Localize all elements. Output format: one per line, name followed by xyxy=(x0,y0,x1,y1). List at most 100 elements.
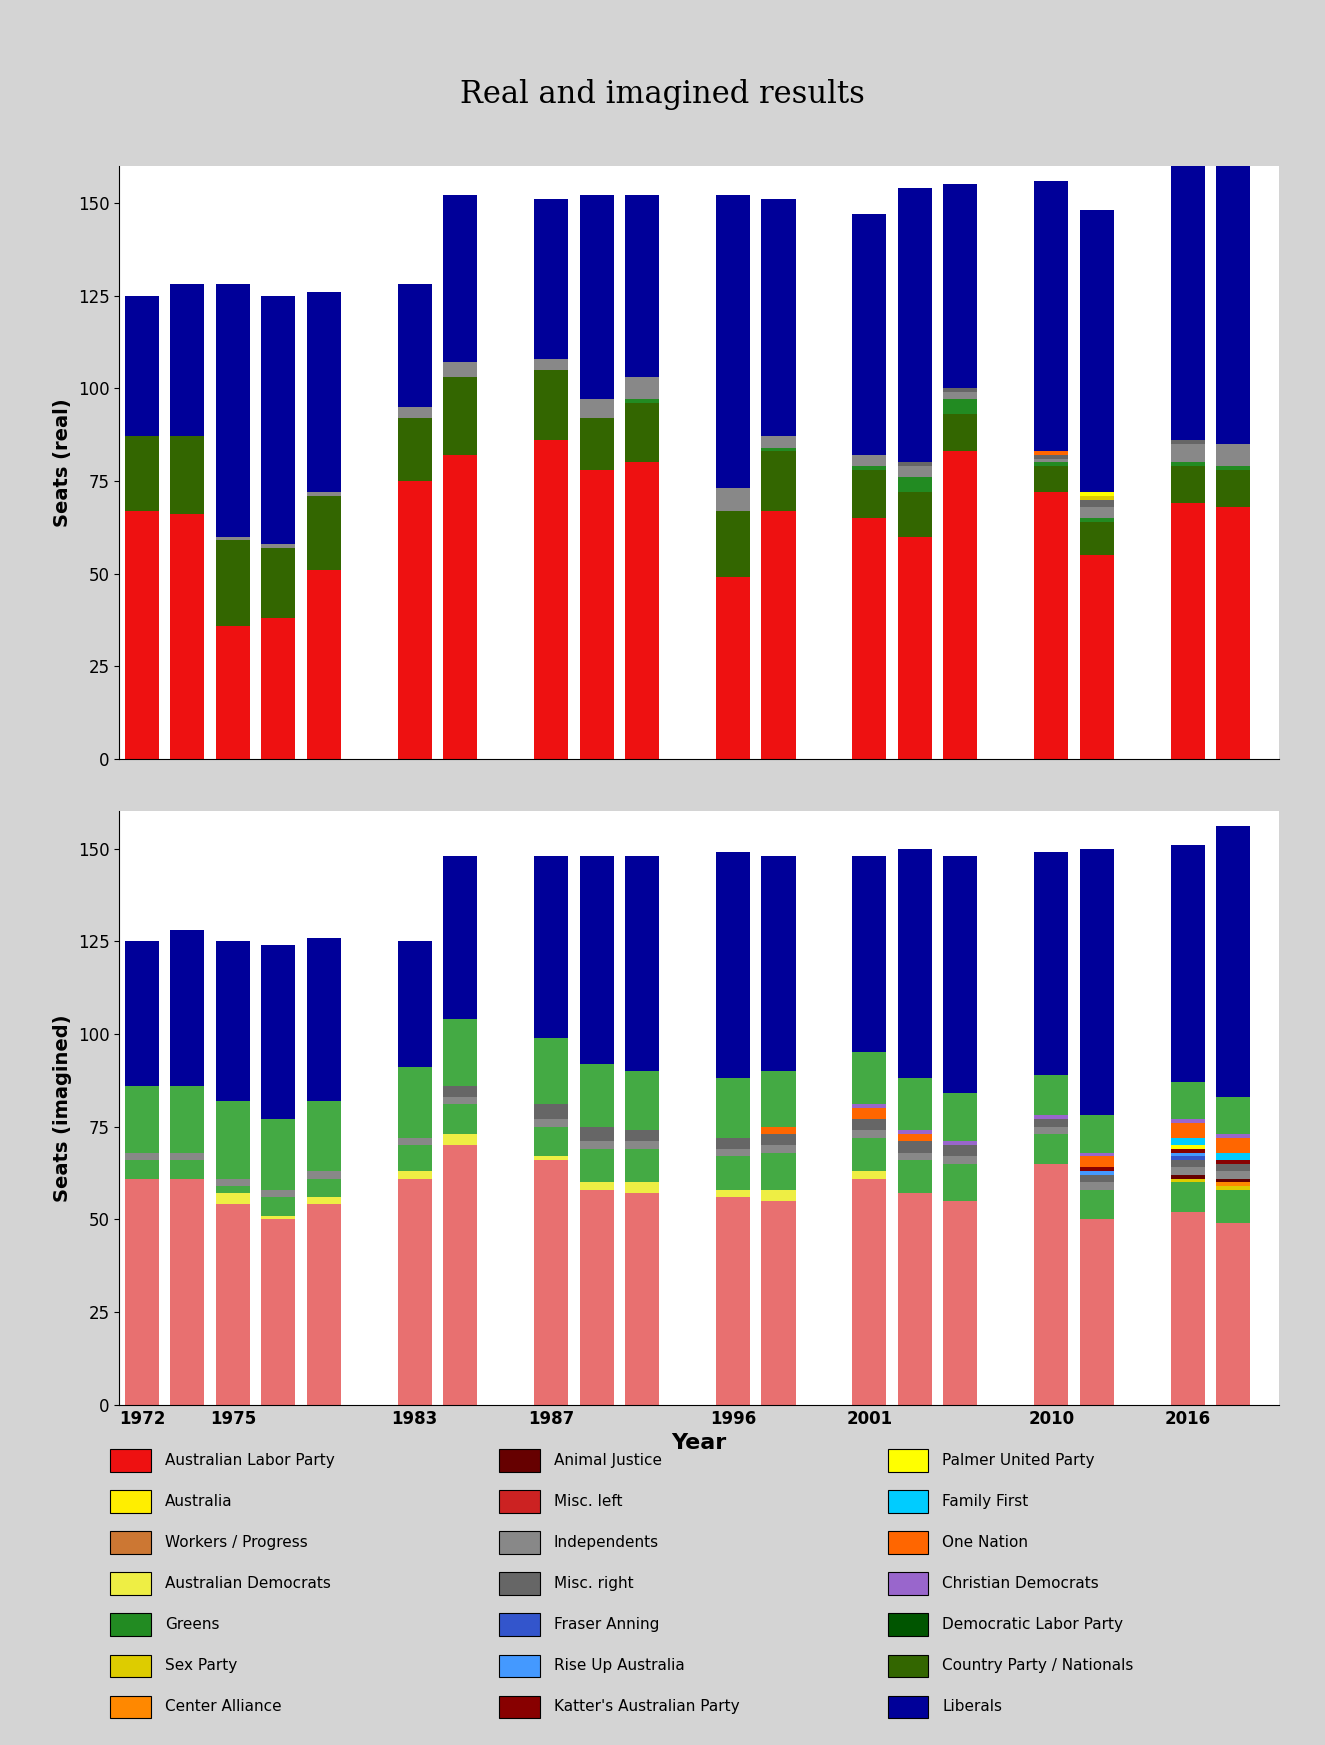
Bar xyxy=(762,1153,795,1190)
Bar xyxy=(500,1448,539,1471)
Bar xyxy=(534,359,568,370)
Bar xyxy=(888,1614,929,1637)
Bar xyxy=(1216,506,1251,759)
Bar xyxy=(500,1654,539,1677)
Bar xyxy=(943,393,978,400)
Bar xyxy=(625,400,659,403)
Bar xyxy=(500,1614,539,1637)
Y-axis label: Seats (real): Seats (real) xyxy=(53,398,73,527)
Bar xyxy=(888,1530,929,1553)
Bar xyxy=(898,1131,931,1134)
Bar xyxy=(1080,506,1114,518)
Bar xyxy=(888,1654,929,1677)
Bar xyxy=(1035,492,1068,759)
Bar xyxy=(1171,1178,1204,1183)
Bar xyxy=(443,1145,477,1405)
Bar xyxy=(307,492,341,496)
Bar xyxy=(1080,496,1114,499)
Bar xyxy=(216,537,250,541)
Bar xyxy=(443,195,477,363)
Bar xyxy=(1035,852,1068,1075)
Bar xyxy=(443,455,477,759)
Bar xyxy=(110,1572,151,1595)
Bar xyxy=(1171,845,1204,1082)
Bar xyxy=(1035,1164,1068,1405)
Bar xyxy=(943,400,978,414)
Bar xyxy=(216,626,250,759)
Bar xyxy=(1035,452,1068,455)
Bar xyxy=(1216,1223,1251,1405)
Bar xyxy=(1080,518,1114,522)
Bar xyxy=(1216,827,1251,1098)
Bar xyxy=(534,199,568,359)
Bar xyxy=(852,1105,886,1108)
Bar xyxy=(579,1127,613,1141)
Bar xyxy=(1080,1167,1114,1171)
Bar xyxy=(1216,1183,1251,1187)
Bar xyxy=(898,492,931,537)
Text: Palmer United Party: Palmer United Party xyxy=(942,1452,1094,1468)
Bar xyxy=(716,852,750,1078)
Bar xyxy=(579,1141,613,1148)
Bar xyxy=(216,1178,250,1187)
Bar xyxy=(1080,1190,1114,1220)
Bar xyxy=(943,1157,978,1164)
Bar xyxy=(1216,1153,1251,1160)
Bar xyxy=(110,1696,151,1719)
Bar xyxy=(1171,1145,1204,1148)
Bar xyxy=(307,1204,341,1405)
Bar xyxy=(307,496,341,571)
Bar xyxy=(943,387,978,393)
Bar xyxy=(898,1134,931,1141)
Bar xyxy=(888,1490,929,1513)
Bar xyxy=(625,1194,659,1405)
Bar xyxy=(888,1572,929,1595)
Bar xyxy=(762,1071,795,1127)
Bar xyxy=(1171,1153,1204,1157)
Bar xyxy=(762,1134,795,1145)
Bar xyxy=(1216,1138,1251,1153)
Bar xyxy=(534,1119,568,1127)
Bar xyxy=(1035,462,1068,466)
Text: Real and imagined results: Real and imagined results xyxy=(460,79,865,110)
Bar xyxy=(625,1071,659,1131)
Bar xyxy=(1080,522,1114,555)
Bar xyxy=(125,941,159,1085)
Bar xyxy=(307,571,341,759)
Bar xyxy=(125,1178,159,1405)
Bar xyxy=(1216,1178,1251,1183)
Bar xyxy=(762,857,795,1071)
Bar xyxy=(216,284,250,537)
Bar xyxy=(579,1063,613,1127)
Bar xyxy=(852,469,886,518)
Text: One Nation: One Nation xyxy=(942,1536,1028,1550)
Bar xyxy=(443,363,477,377)
Bar xyxy=(898,537,931,759)
Bar xyxy=(534,857,568,1038)
Bar xyxy=(888,1696,929,1719)
Bar xyxy=(443,1105,477,1134)
Bar xyxy=(1080,1171,1114,1174)
Bar xyxy=(762,1201,795,1405)
Bar xyxy=(625,1141,659,1148)
Bar xyxy=(125,511,159,759)
Bar xyxy=(943,1141,978,1145)
Bar xyxy=(1171,1138,1204,1145)
Bar xyxy=(898,1194,931,1405)
Bar xyxy=(579,419,613,469)
Bar xyxy=(1216,1098,1251,1134)
Bar xyxy=(1216,1190,1251,1223)
Text: Australian Democrats: Australian Democrats xyxy=(166,1576,331,1591)
Bar xyxy=(762,447,795,452)
Bar xyxy=(1171,1160,1204,1167)
Bar xyxy=(500,1490,539,1513)
Bar xyxy=(852,1138,886,1171)
Bar xyxy=(1171,1124,1204,1138)
Bar xyxy=(1171,1119,1204,1124)
Bar xyxy=(261,1119,295,1190)
Bar xyxy=(1216,1160,1251,1164)
Bar xyxy=(398,941,432,1068)
Bar xyxy=(261,544,295,548)
Bar xyxy=(1080,209,1114,492)
Bar xyxy=(762,1145,795,1153)
